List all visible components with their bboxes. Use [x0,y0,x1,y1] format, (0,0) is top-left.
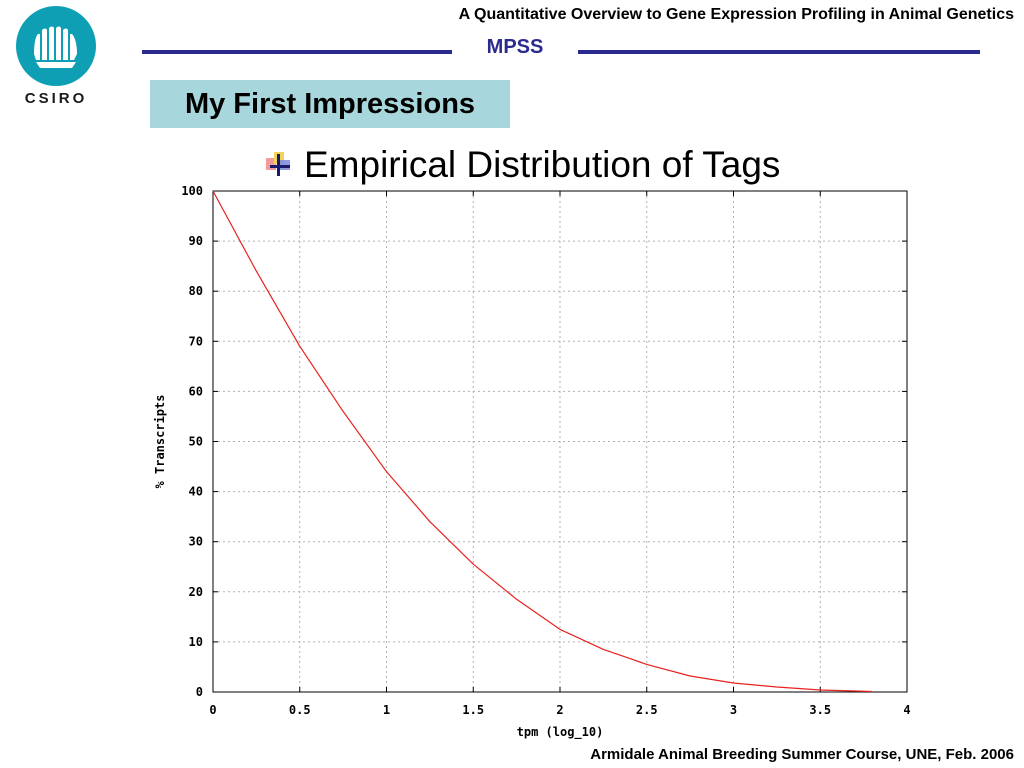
y-tick-label: 60 [189,384,203,398]
x-tick-label: 2.5 [636,703,658,717]
x-tick-label: 1.5 [462,703,484,717]
y-tick-label: 30 [189,535,203,549]
chart-series [212,190,873,693]
chart-grid [212,190,908,693]
y-tick-label: 100 [181,184,203,198]
x-tick-label: 1 [383,703,390,717]
x-tick-label: 3 [730,703,737,717]
y-tick-label: 10 [189,635,203,649]
footer-text: Armidale Animal Breeding Summer Course, … [590,746,1014,763]
header-rule-left [142,50,452,54]
x-tick-label: 0 [209,703,216,717]
bullet-item: Empirical Distribution of Tags [264,140,780,190]
series-line-0 [212,190,873,693]
y-tick-label: 90 [189,234,203,248]
x-tick-label: 3.5 [809,703,831,717]
bullet-cross-icon [266,152,290,176]
slide-heading: My First Impressions [184,87,476,120]
section-title: MPSS [486,36,544,58]
course-title: A Quantitative Overview to Gene Expressi… [458,6,1014,23]
logo-emblem-graphic [34,26,77,68]
csiro-logo: CSIRO [14,6,98,107]
y-tick-label: 50 [189,435,203,449]
bullet-text: Empirical Distribution of Tags [304,144,781,185]
y-tick-label: 40 [189,485,203,499]
header-rule-right [578,50,980,54]
x-tick-label: 4 [903,703,910,717]
y-tick-label: 80 [189,284,203,298]
x-tick-label: 2 [556,703,563,717]
y-tick-label: 20 [189,585,203,599]
y-axis-label: % Transcripts [153,395,167,489]
slide-heading-box: My First Impressions [150,80,510,128]
y-tick-label: 70 [189,334,203,348]
distribution-chart: 0 0.5 1 1.5 2 2.5 3 3.5 40102030405060708090100 … [153,184,911,740]
y-tick-label: 0 [196,685,203,699]
logo-wordmark: CSIRO [24,90,88,107]
x-axis-label: tpm (log_10) [517,725,604,740]
x-tick-label: 0.5 [289,703,311,717]
logo-emblem [16,6,96,86]
